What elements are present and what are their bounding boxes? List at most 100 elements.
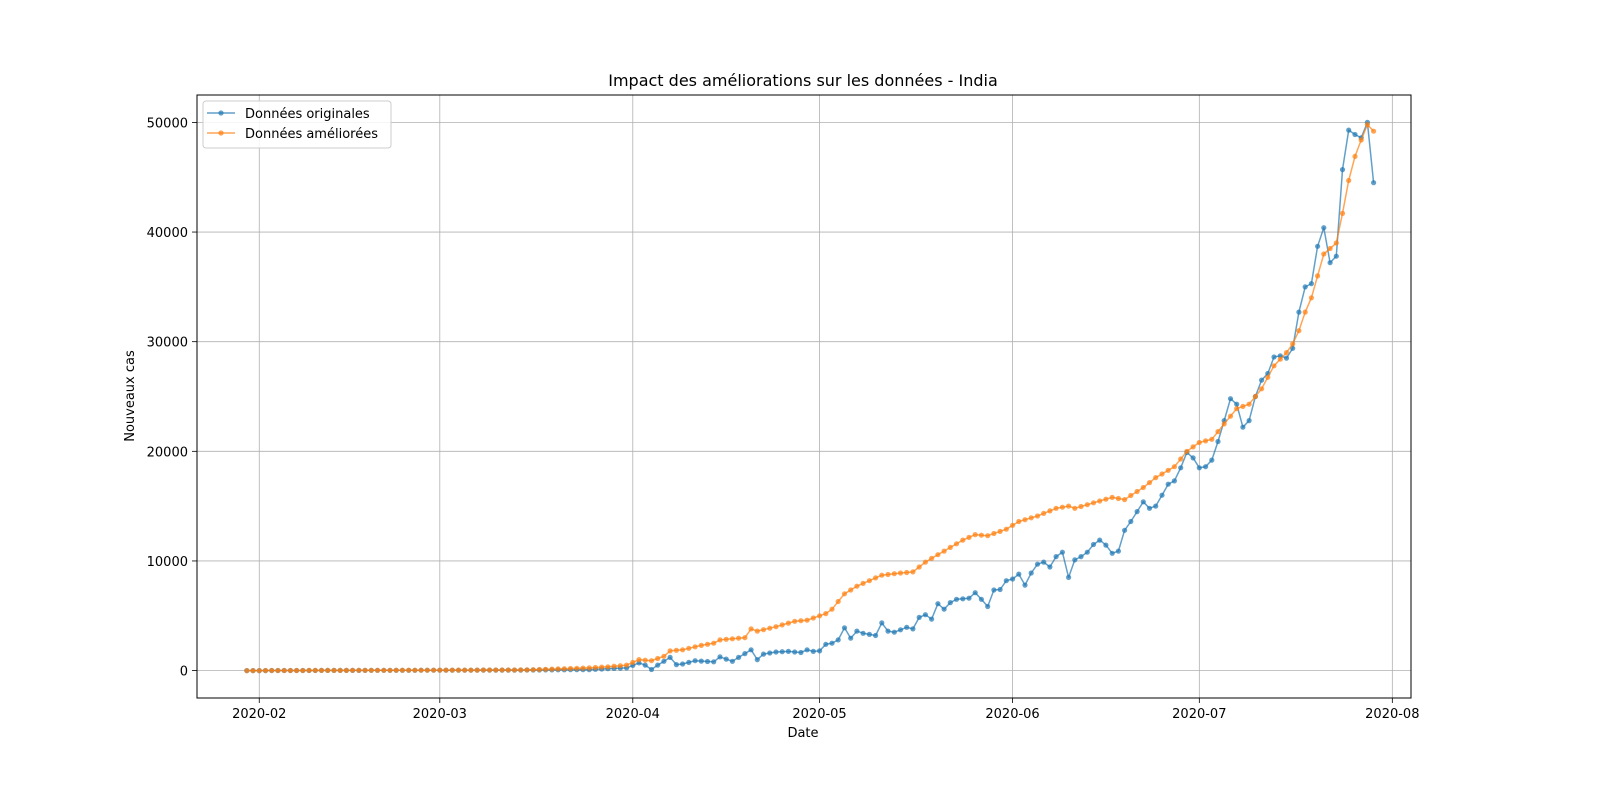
data-point [530,667,536,673]
data-point [804,617,810,623]
data-point [953,541,960,547]
data-point [586,665,592,671]
data-point [1053,554,1059,560]
data-point [1003,526,1009,532]
data-point [549,666,555,672]
chart-title: Impact des améliorations sur les données… [608,71,998,90]
data-point [667,648,673,654]
data-point [1290,341,1296,347]
data-point [680,661,686,667]
data-point [754,628,760,634]
data-point [904,569,910,576]
data-point [399,667,405,673]
data-point [1140,484,1146,491]
data-point [487,667,493,673]
data-point [1371,128,1377,134]
data-point [866,578,873,584]
data-point [742,635,748,641]
data-point [966,534,972,541]
data-point [686,659,692,666]
data-point [1184,448,1190,454]
data-point [1022,582,1028,588]
data-point [798,618,804,624]
data-point [1122,497,1128,503]
data-point [592,664,599,671]
data-point [767,625,773,631]
data-point [1246,401,1252,407]
data-point [1339,210,1346,216]
data-point [885,571,891,578]
data-point [997,528,1003,535]
data-point [1315,273,1321,279]
data-point [841,625,848,631]
data-point [879,572,885,578]
data-point [1171,478,1177,484]
data-point [318,667,325,674]
data-point [350,667,356,673]
data-point [985,603,991,610]
data-point [418,667,424,673]
x-tick-label: 2020-05 [792,707,846,722]
data-point [1146,505,1153,511]
data-point [1352,153,1358,159]
data-point [673,662,680,668]
data-point [1165,481,1171,487]
data-point [729,658,736,664]
data-point [991,530,997,537]
data-point [1196,439,1202,446]
data-point [1109,494,1115,500]
data-point [1047,508,1053,514]
data-point [935,552,941,558]
data-point [910,626,916,632]
data-point [835,637,841,643]
data-point [711,659,717,665]
data-point [1190,455,1196,461]
data-point [1072,505,1078,511]
data-point [1240,403,1246,409]
data-point [343,667,349,674]
data-point [717,654,723,660]
data-point [1115,495,1121,502]
data-point [748,647,754,653]
data-point [779,649,785,655]
data-point [1321,251,1327,257]
y-tick-label: 50000 [147,116,188,131]
data-point [1252,393,1258,400]
data-point [1010,522,1016,528]
data-point [1259,386,1265,392]
data-point [723,656,729,662]
series-improved [244,122,1377,674]
data-point [667,654,673,661]
data-point [1140,499,1146,505]
data-point [368,667,374,673]
data-point [848,635,854,641]
data-point [773,649,779,655]
y-axis: 0 10000 20000 30000 40000 50000 [147,116,197,680]
data-point [661,653,667,659]
data-point [1109,550,1115,556]
data-point [505,667,511,673]
data-point [810,648,816,655]
data-point [1066,503,1072,509]
data-point [1209,457,1215,463]
data-point [910,569,916,575]
data-point [736,635,742,641]
data-point [916,614,922,621]
y-tick-label: 40000 [147,226,188,241]
series-original [244,119,1377,674]
data-point [841,591,848,597]
data-point [891,629,897,635]
data-point [1271,363,1277,369]
data-point [704,658,711,665]
data-point [792,618,798,624]
data-point [1084,549,1090,555]
y-tick-label: 30000 [147,336,188,351]
legend-marker-improved [218,130,224,136]
data-point [655,662,661,668]
data-point [891,571,897,577]
x-axis: 2020-02 2020-03 2020-04 2020-05 2020-06 2020-… [232,698,1419,722]
legend-label-original: Données originales [245,107,370,122]
data-point [978,532,985,538]
data-point [760,627,767,633]
data-point [412,667,418,673]
